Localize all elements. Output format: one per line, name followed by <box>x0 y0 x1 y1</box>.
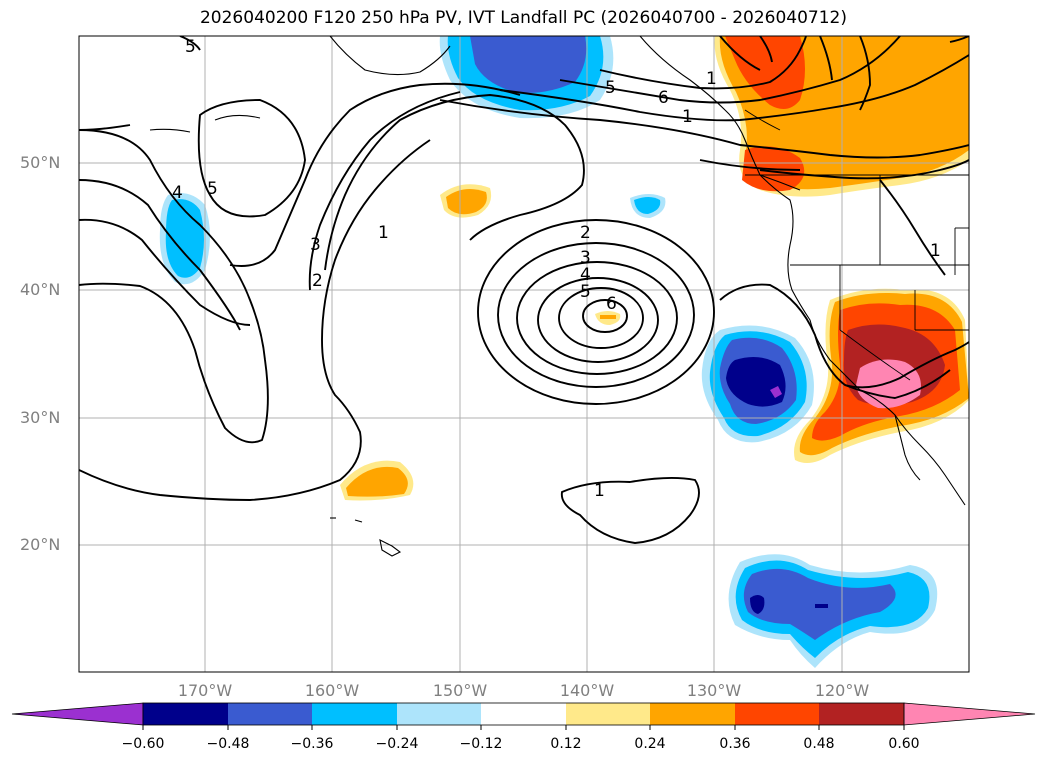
contour-label: 3 <box>310 235 321 255</box>
colorbar-segment <box>650 703 735 725</box>
colorbar-tick-label: −0.36 <box>290 736 334 752</box>
lon-label-140w: 140°W <box>559 681 615 700</box>
colorbar-segment <box>566 703 650 725</box>
contour-label: 1 <box>706 69 717 89</box>
contour-label: 2 <box>580 223 591 243</box>
lon-label-160w: 160°W <box>304 681 360 700</box>
colorbar-tick-label: 0.12 <box>550 736 582 752</box>
graticule <box>79 36 969 672</box>
colorbar-tick-label: −0.60 <box>121 736 165 752</box>
map-title: 2026040200 F120 250 hPa PV, IVT Landfall… <box>199 8 847 28</box>
colorbar-low-extend <box>11 702 144 726</box>
contour-label: 2 <box>312 271 323 291</box>
lon-label-170w: 170°W <box>177 681 233 700</box>
contour-label: 1 <box>930 241 941 261</box>
colorbar-tick-label: 0.60 <box>888 736 920 752</box>
coastlines <box>149 36 966 557</box>
colorbar <box>11 702 1036 730</box>
contour-label: 5 <box>185 37 196 57</box>
colorbar-tick-label: 0.48 <box>803 736 835 752</box>
contour-label: 3 <box>580 248 591 268</box>
colorbar-segment <box>735 703 819 725</box>
plot-frame <box>78 35 970 673</box>
contour-label: 6 <box>658 88 669 108</box>
lon-label-130w: 130°W <box>686 681 742 700</box>
colorbar-segment <box>228 703 312 725</box>
contour-label: 5 <box>207 179 218 199</box>
colorbar-tick-label: −0.12 <box>459 736 503 752</box>
contour-label: 4 <box>580 265 591 285</box>
colorbar-tick-label: 0.24 <box>634 736 666 752</box>
contour-label: 5 <box>605 78 616 98</box>
colorbar-segment <box>143 703 228 725</box>
lat-label-30n: 30°N <box>20 408 61 427</box>
lat-label-40n: 40°N <box>20 280 61 299</box>
pv-contours <box>79 36 969 544</box>
lat-label-20n: 20°N <box>20 535 61 554</box>
plot-area: 5 4 5 3 2 1 2 3 4 5 6 1 5 6 1 1 1 <box>79 36 969 672</box>
colorbar-segment <box>312 703 397 725</box>
lat-label-50n: 50°N <box>20 153 61 172</box>
contour-labels: 5 4 5 3 2 1 2 3 4 5 6 1 5 6 1 1 1 <box>172 37 941 501</box>
colorbar-tick-label: 0.36 <box>719 736 751 752</box>
lon-label-120w: 120°W <box>814 681 870 700</box>
contour-label: 1 <box>378 223 389 243</box>
contour-label: 1 <box>682 107 693 127</box>
colorbar-segment <box>397 703 481 725</box>
contour-label: 1 <box>594 481 605 501</box>
colorbar-tick-label: −0.24 <box>375 736 419 752</box>
colorbar-segment <box>819 703 904 725</box>
lon-label-150w: 150°W <box>432 681 488 700</box>
contour-label: 4 <box>172 183 183 203</box>
anomaly-fills <box>159 36 969 668</box>
contour-label: 6 <box>606 294 617 314</box>
contour-label: 5 <box>580 282 591 302</box>
colorbar-tick-label: −0.48 <box>206 736 250 752</box>
north-america-coast <box>639 36 966 506</box>
colorbar-high-extend <box>903 702 1036 726</box>
colorbar-segment <box>481 703 566 725</box>
